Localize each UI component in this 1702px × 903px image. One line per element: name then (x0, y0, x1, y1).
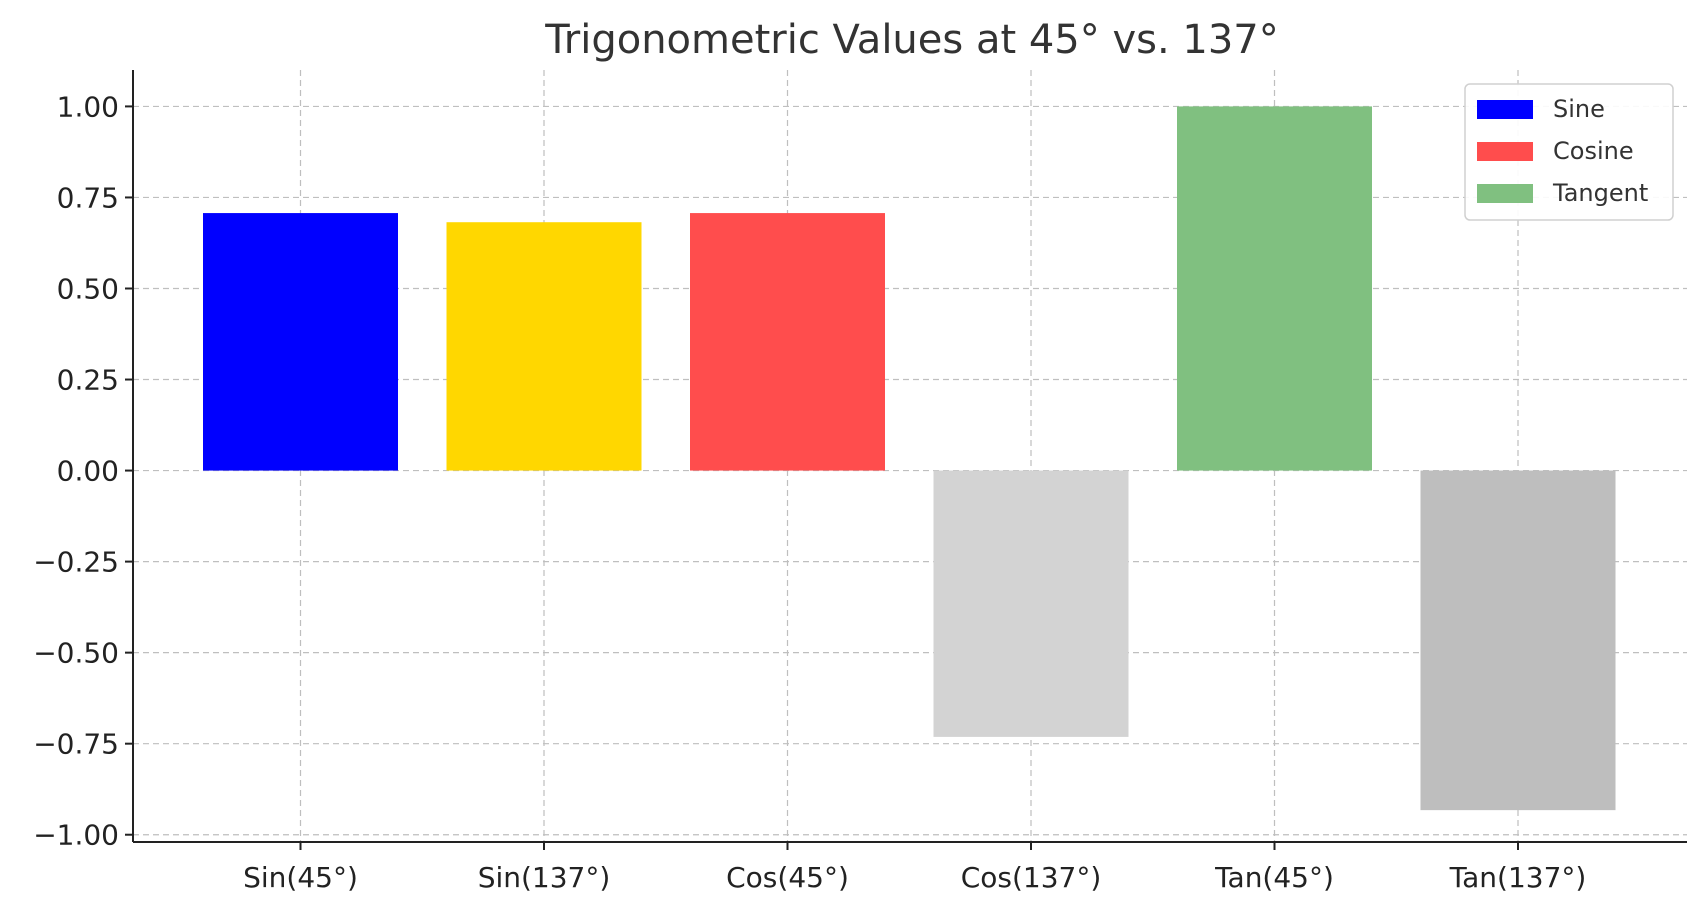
x-tick-label: Sin(45°) (243, 861, 358, 894)
legend-swatch (1477, 142, 1533, 161)
y-tick-label: 0.00 (57, 455, 119, 488)
x-tick-label: Cos(137°) (961, 861, 1102, 894)
chart-title: Trigonometric Values at 45° vs. 137° (544, 17, 1279, 63)
bar (203, 213, 398, 471)
y-tick-label: 0.75 (57, 181, 119, 214)
bar (1420, 470, 1616, 811)
x-tick-label: Sin(137°) (478, 861, 611, 894)
bars (203, 106, 1616, 811)
y-tick-label: −1.00 (33, 819, 119, 852)
legend-label: Cosine (1553, 137, 1634, 165)
x-tick-label: Tan(45°) (1214, 861, 1334, 894)
y-tick-label: −0.75 (33, 728, 119, 761)
y-tick-label: 1.00 (57, 90, 119, 123)
y-tick-label: −0.25 (33, 546, 119, 579)
axes: 1.00 0.75 0.50 0.25 0.00 −0.25 −0.50 −0.75 −1.00… (33, 70, 1687, 894)
y-tick-label: 0.50 (57, 272, 119, 305)
bar (1177, 106, 1372, 471)
legend-swatch (1477, 100, 1533, 119)
legend-label: Sine (1553, 95, 1605, 123)
x-tick-label: Cos(45°) (726, 861, 849, 894)
bar (933, 470, 1129, 737)
bar (690, 213, 885, 471)
bar (446, 222, 642, 471)
legend: Sine Cosine Tangent (1464, 83, 1674, 221)
y-tick-label: 0.25 (57, 364, 119, 397)
legend-swatch (1477, 184, 1533, 203)
x-tick-label: Tan(137°) (1449, 861, 1587, 894)
y-tick-label: −0.50 (33, 637, 119, 670)
legend-label: Tangent (1552, 179, 1648, 207)
